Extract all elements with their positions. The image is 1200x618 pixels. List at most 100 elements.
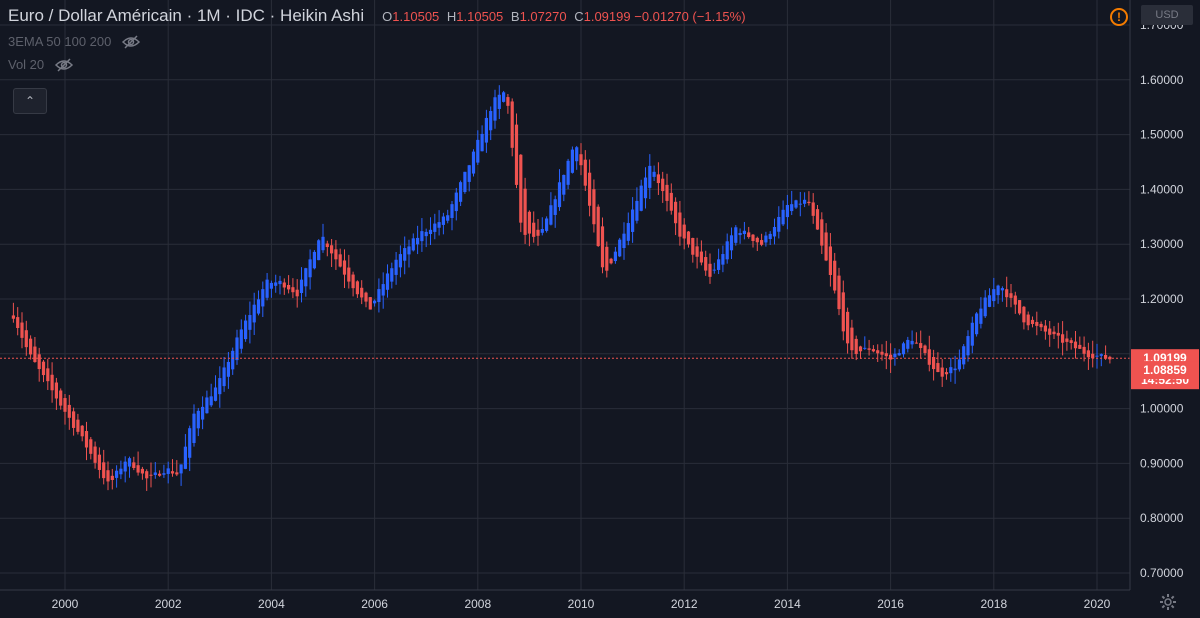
candle-body: [377, 289, 381, 302]
candle-body: [721, 254, 725, 265]
candle-body: [588, 172, 592, 206]
candle-body: [600, 226, 605, 268]
candle-body: [790, 204, 794, 212]
candle-body: [910, 340, 914, 345]
candle-body: [1048, 328, 1052, 335]
candle-body: [656, 174, 660, 184]
candle-body: [244, 320, 248, 340]
candle-body: [527, 211, 531, 234]
candle-body: [1099, 354, 1103, 356]
currency-badge[interactable]: USD: [1141, 5, 1193, 25]
price-tick-label: 1.60000: [1140, 73, 1184, 87]
candle-body: [936, 363, 940, 373]
candle-body: [299, 279, 304, 294]
candle-body: [502, 92, 506, 102]
candle-body: [880, 351, 884, 355]
candle-body: [1052, 331, 1056, 335]
candle-body: [871, 349, 875, 352]
bid-price-label-box: [1131, 361, 1199, 380]
candle-body: [794, 200, 798, 208]
time-tick-label: 2000: [52, 597, 79, 611]
eye-crossed-icon[interactable]: [54, 57, 74, 72]
candle-body: [175, 472, 179, 475]
candle-body: [16, 317, 20, 328]
candle-body: [729, 235, 734, 251]
candle-body: [755, 237, 759, 243]
price-tick-label: 1.40000: [1140, 182, 1184, 196]
time-tick-label: 2010: [568, 597, 595, 611]
candle-body: [932, 357, 936, 370]
candle-body: [158, 473, 162, 476]
candle-body: [949, 367, 953, 374]
candle-body: [631, 209, 635, 232]
candle-body: [63, 398, 67, 412]
candle-body: [170, 471, 175, 474]
candle-body: [222, 367, 226, 387]
candle-body: [381, 284, 385, 296]
low-value: 1.07270: [519, 9, 567, 24]
candle-body: [923, 345, 927, 353]
candle-body: [489, 111, 493, 131]
time-axis[interactable]: 2000 2002 2004 2006 2008 2010 2012 2014 2016 2018…: [52, 597, 1111, 611]
indicator-volume[interactable]: Vol 20: [8, 57, 746, 72]
candle-body: [575, 147, 579, 162]
indicator-ema[interactable]: 3EMA 50 100 200: [8, 34, 746, 49]
candle-body: [1073, 341, 1078, 349]
price-tick-label: 0.70000: [1140, 566, 1184, 580]
candle-body: [248, 315, 252, 330]
candle-body: [235, 337, 239, 361]
candle-body: [1061, 334, 1065, 343]
candle-body: [514, 124, 519, 185]
candle-body: [983, 297, 987, 317]
candle-body: [265, 279, 269, 298]
candle-body: [622, 233, 626, 248]
candle-body: [437, 222, 441, 228]
candle-body: [781, 209, 785, 225]
candle-body: [54, 382, 58, 399]
candle-body: [944, 372, 949, 375]
candle-body: [1013, 295, 1017, 305]
warning-icon[interactable]: !: [1110, 8, 1128, 26]
candle-body: [975, 313, 979, 335]
candle-body: [115, 470, 119, 478]
candle-body: [717, 259, 721, 270]
candle-body: [153, 472, 157, 475]
candle-body: [269, 282, 273, 289]
candle-body: [592, 189, 596, 225]
candle-body: [162, 473, 166, 475]
candle-body: [1005, 289, 1009, 298]
candle-body: [760, 240, 764, 245]
time-tick-label: 2014: [774, 597, 801, 611]
price-tick-label: 1.50000: [1140, 128, 1184, 142]
candle-body: [785, 205, 789, 218]
candle-body: [613, 251, 617, 262]
candle-body: [433, 223, 437, 232]
high-label: H: [446, 9, 457, 24]
candle-body: [639, 185, 643, 211]
candle-body: [798, 203, 802, 205]
grid-lines: [0, 0, 1130, 590]
indicator-volume-label: Vol 20: [8, 57, 45, 72]
candle-body: [218, 378, 222, 395]
candle-body: [1018, 300, 1022, 314]
close-value: 1.09199: [583, 9, 631, 24]
gear-icon[interactable]: [1158, 592, 1178, 612]
candle-body: [665, 184, 669, 201]
candle-body: [772, 226, 777, 237]
candle-body: [682, 224, 686, 239]
candle-body: [441, 216, 445, 225]
candle-body: [261, 289, 265, 307]
collapse-legend-button[interactable]: ⌃: [13, 88, 47, 114]
candle-body: [807, 201, 811, 204]
candle-body: [669, 192, 673, 211]
symbol-title[interactable]: Euro / Dollar Américain · 1M · IDC · Hei…: [8, 6, 365, 25]
candle-body: [1104, 355, 1108, 359]
candle-body: [618, 239, 622, 257]
low-label: B: [510, 9, 520, 24]
candle-body: [67, 404, 71, 418]
eye-crossed-icon[interactable]: [121, 34, 141, 49]
time-tick-label: 2002: [155, 597, 182, 611]
candle-body: [1000, 288, 1004, 291]
